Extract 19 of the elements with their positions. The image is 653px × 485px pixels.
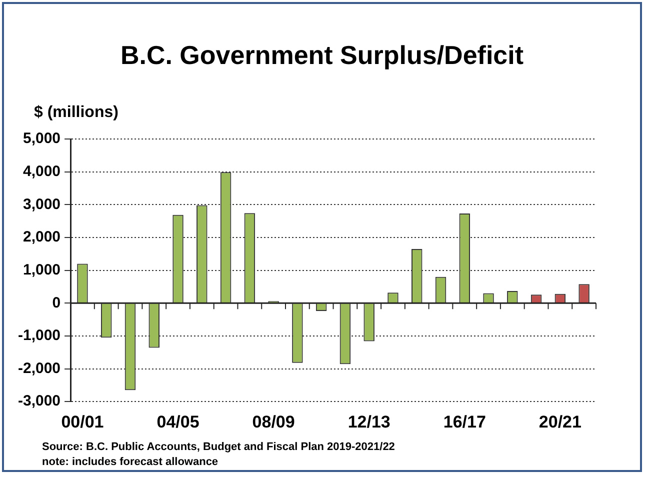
chart-title: B.C. Government Surplus/Deficit [119, 40, 525, 71]
y-tick-label: -3,000 [18, 392, 61, 410]
text: note: includes forecast allowance [42, 455, 220, 470]
y-tick-label: 5,000 [22, 130, 61, 148]
y-axis-title: $ (millions) [34, 104, 118, 122]
y-tick-label: -1,000 [18, 327, 61, 344]
y-tick-label: 1,000 [22, 261, 61, 278]
y-tick-label: 2,000 [22, 228, 61, 246]
x-tick-label: 08/09 [252, 412, 295, 432]
y-tick-label: 3,000 [22, 196, 61, 213]
y-tick-label: 4,000 [22, 162, 61, 180]
x-tick-label: 20/21 [538, 412, 582, 432]
x-tick-label: 04/05 [156, 412, 200, 432]
source-note: Source: B.C. Public Accounts, Budget and Fiscal Plan 2019-2021/22 [42, 440, 395, 455]
y-tick-label: -2,000 [18, 360, 61, 377]
y-tick-label: 0 [52, 294, 61, 312]
x-tick-label: 16/17 [443, 412, 486, 432]
x-tick-label: 00/01 [61, 412, 104, 432]
x-tick-label: 12/13 [348, 412, 390, 432]
